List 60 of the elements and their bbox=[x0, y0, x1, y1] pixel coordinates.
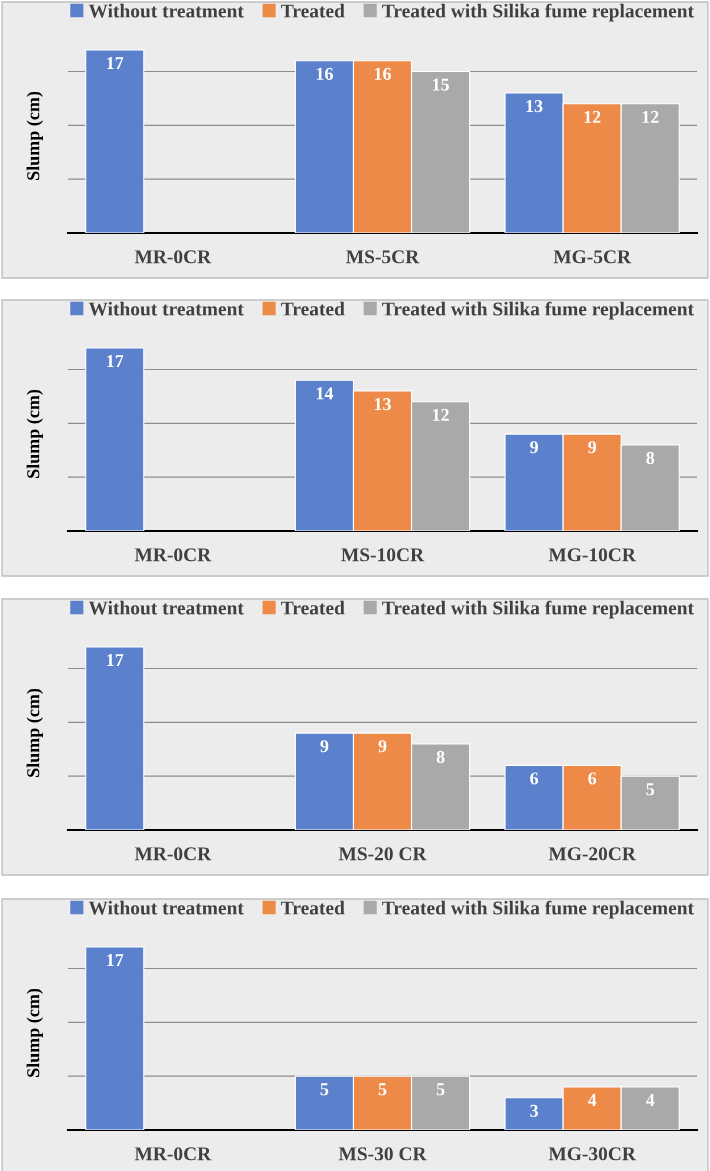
x-tick-label: MS-30 CR bbox=[338, 1147, 427, 1161]
data-label: 13 bbox=[374, 398, 391, 411]
x-tick-label: MS-10CR bbox=[341, 548, 425, 562]
data-label: 4 bbox=[645, 1094, 655, 1106]
x-tick-label: MG-20CR bbox=[548, 847, 637, 861]
legend-label: Treated with Silika fume replacement bbox=[382, 301, 694, 320]
data-label: 5 bbox=[320, 1083, 329, 1096]
y-axis-title: Slump (cm) bbox=[26, 389, 43, 478]
data-label: 5 bbox=[436, 1083, 445, 1096]
data-label: 9 bbox=[530, 441, 538, 454]
legend-label: Without treatment bbox=[88, 600, 244, 615]
data-label: 8 bbox=[436, 750, 445, 764]
data-label: 8 bbox=[646, 451, 655, 465]
data-label: 17 bbox=[107, 954, 124, 966]
data-label: 12 bbox=[433, 408, 449, 421]
legend-label: Treated with Silika fume replacement bbox=[382, 3, 694, 22]
y-axis-title: Slump (cm) bbox=[26, 988, 43, 1077]
legend-label: Treated bbox=[281, 900, 345, 915]
y-axis-title: Slump (cm) bbox=[26, 688, 43, 777]
legend-label: Treated bbox=[281, 3, 345, 18]
legend-label: Treated with Silika fume replacement bbox=[382, 600, 694, 619]
legend-label: Treated with Silika fume replacement bbox=[382, 900, 694, 919]
data-label: 5 bbox=[646, 783, 655, 796]
bar bbox=[85, 49, 145, 233]
data-label: 17 bbox=[107, 355, 124, 367]
data-label: 16 bbox=[316, 67, 333, 80]
data-label: 15 bbox=[433, 78, 449, 91]
data-label: 9 bbox=[588, 441, 597, 454]
legend-label: Without treatment bbox=[88, 900, 244, 915]
bar bbox=[85, 347, 145, 531]
x-tick-label: MG-5CR bbox=[553, 250, 632, 264]
data-label: 14 bbox=[316, 387, 334, 400]
x-tick-label: MS-5CR bbox=[346, 250, 420, 264]
data-label: 17 bbox=[107, 57, 124, 69]
legend-label: Without treatment bbox=[88, 3, 244, 18]
data-label: 4 bbox=[587, 1094, 597, 1106]
x-tick-label: MR-0CR bbox=[134, 847, 212, 861]
legend-label: Without treatment bbox=[88, 301, 244, 316]
data-label: 6 bbox=[530, 772, 539, 785]
x-tick-label: MG-10CR bbox=[548, 548, 637, 562]
bar bbox=[85, 646, 145, 830]
data-label: 9 bbox=[378, 740, 387, 753]
x-tick-label: MR-0CR bbox=[134, 1147, 212, 1161]
data-label: 16 bbox=[374, 67, 391, 80]
data-label: 9 bbox=[320, 740, 329, 753]
data-label: 12 bbox=[584, 110, 601, 123]
bar bbox=[85, 946, 145, 1130]
data-label: 3 bbox=[530, 1104, 538, 1117]
legend-label: Treated bbox=[281, 301, 345, 316]
x-tick-label: MR-0CR bbox=[134, 548, 212, 562]
data-label: 13 bbox=[526, 100, 543, 113]
legend-label: Treated bbox=[281, 600, 345, 615]
data-label: 17 bbox=[107, 654, 124, 666]
x-tick-label: MR-0CR bbox=[134, 250, 212, 264]
data-label: 6 bbox=[588, 772, 597, 785]
x-tick-label: MS-20 CR bbox=[338, 847, 427, 861]
y-axis-title: Slump (cm) bbox=[26, 91, 43, 180]
x-tick-label: MG-30CR bbox=[548, 1147, 637, 1161]
data-label: 12 bbox=[642, 110, 659, 123]
data-label: 5 bbox=[378, 1083, 387, 1096]
